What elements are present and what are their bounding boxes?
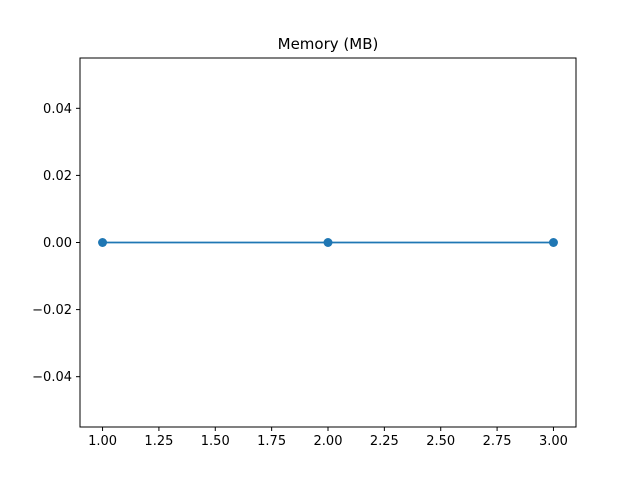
data-point: [548, 238, 558, 247]
x-tick-label: 2.75: [483, 434, 512, 449]
chart-title: Memory (MB): [278, 35, 379, 53]
x-axis: 1.00 1.25 1.50 1.75 2.00 2.25 2.50 2.75 3.00: [88, 427, 568, 449]
plot-area: [98, 238, 558, 247]
x-tick-label: 1.50: [201, 434, 230, 449]
y-tick-label: 0.00: [43, 236, 72, 251]
y-axis: −0.04 −0.02 0.00 0.02 0.04: [32, 102, 80, 385]
y-tick-label: 0.02: [43, 169, 72, 184]
x-tick-label: 2.25: [370, 434, 399, 449]
x-tick-label: 2.00: [314, 434, 343, 449]
x-tick-label: 2.50: [426, 434, 455, 449]
x-tick-label: 3.00: [539, 434, 568, 449]
x-tick-label: 1.75: [257, 434, 286, 449]
x-tick-label: 1.25: [144, 434, 173, 449]
data-point: [98, 238, 108, 247]
y-tick-label: −0.04: [32, 370, 72, 385]
data-point: [323, 238, 333, 247]
x-tick-label: 1.00: [88, 434, 117, 449]
y-tick-label: −0.02: [32, 303, 72, 318]
y-tick-label: 0.04: [43, 102, 72, 117]
